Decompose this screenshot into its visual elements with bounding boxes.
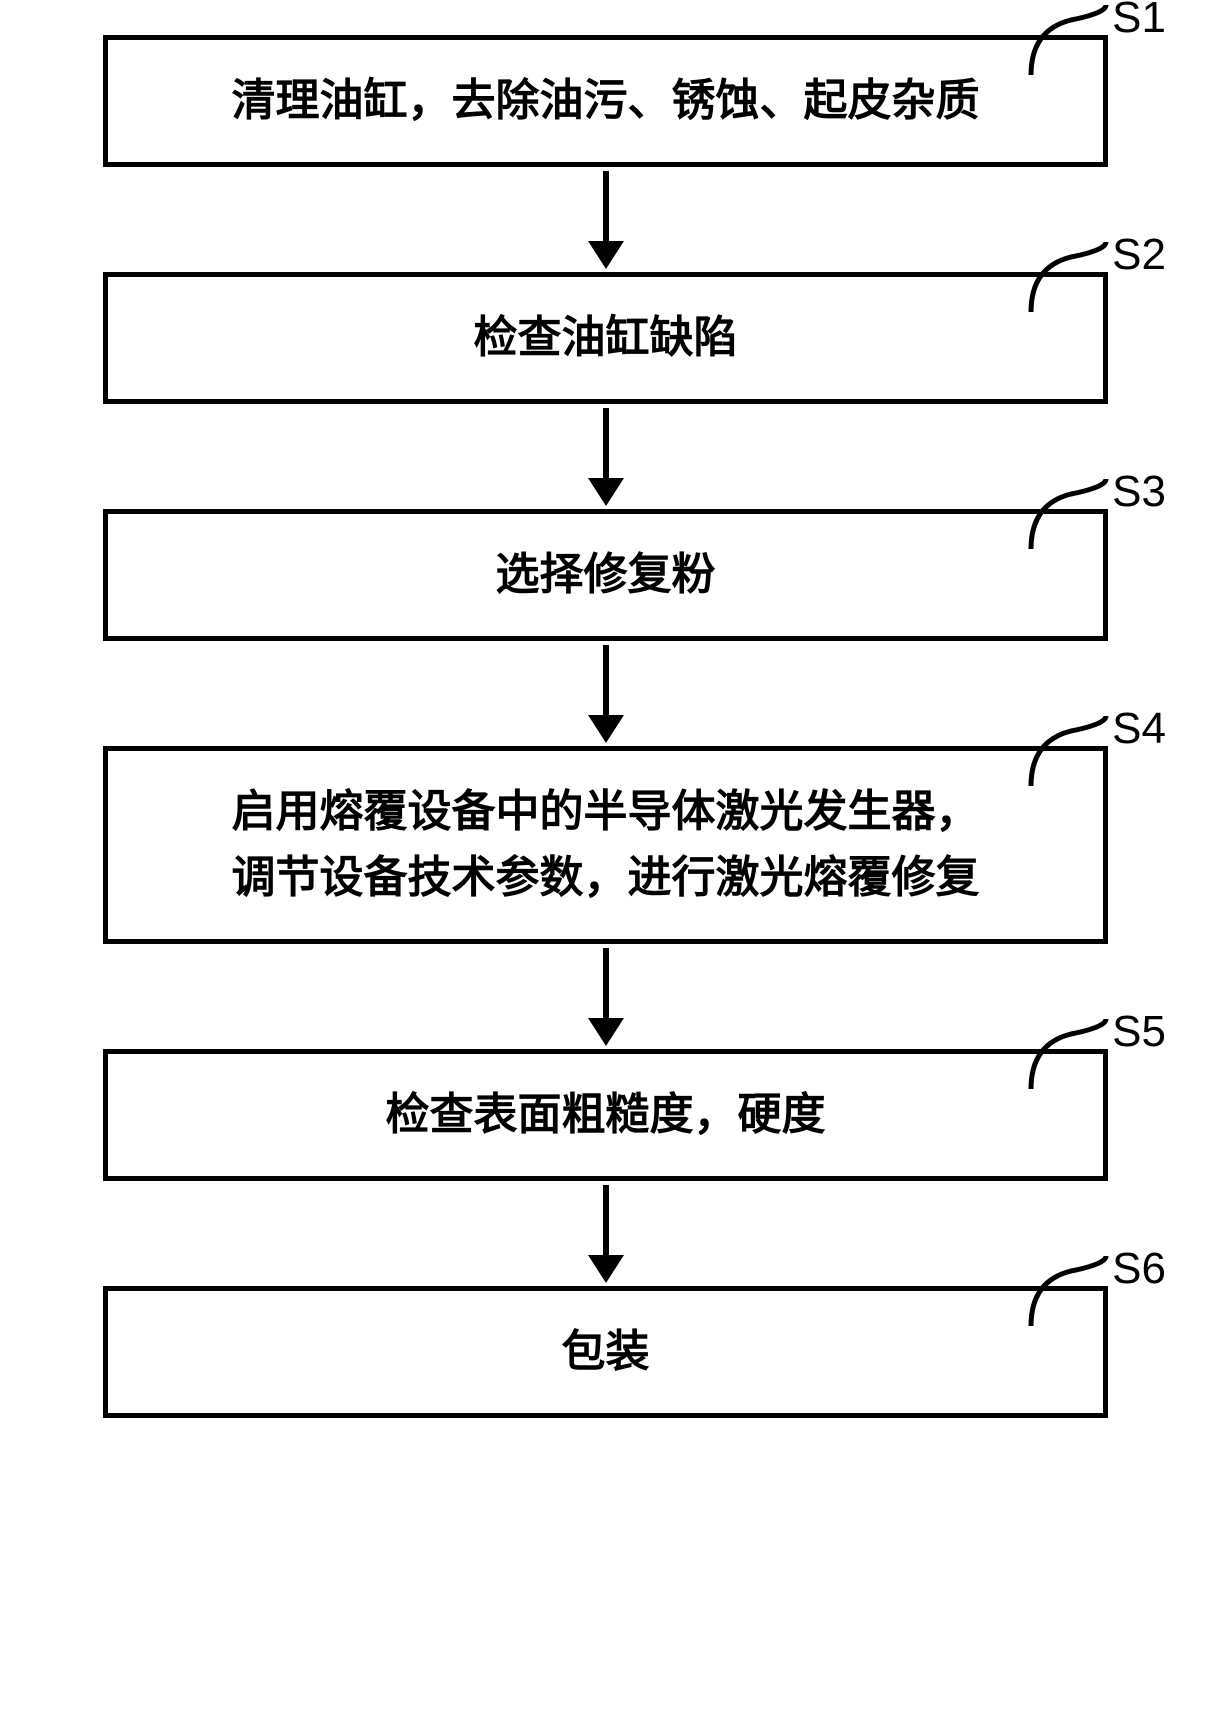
step-box-s1: 清理油缸，去除油污、锈蚀、起皮杂质 (103, 35, 1108, 167)
step-wrapper-s5: S5 检查表面粗糙度，硬度 (45, 1049, 1166, 1181)
step-label-s3: S3 (1112, 467, 1166, 517)
step-text-s2: 检查油缸缺陷 (474, 305, 738, 371)
step-label-s4: S4 (1112, 704, 1166, 754)
arrow-line-icon (603, 1185, 609, 1255)
step-text-s3: 选择修复粉 (496, 542, 716, 608)
arrow-s1-s2 (588, 167, 624, 272)
step-label-s1: S1 (1112, 0, 1166, 43)
step-box-s6: 包装 (103, 1286, 1108, 1418)
arrow-head-icon (588, 478, 624, 506)
step-label-s2: S2 (1112, 230, 1166, 280)
arrow-s4-s5 (588, 944, 624, 1049)
bracket-icon (1026, 242, 1116, 317)
arrow-s5-s6 (588, 1181, 624, 1286)
step-text-s6: 包装 (562, 1319, 650, 1385)
step-box-s2: 检查油缸缺陷 (103, 272, 1108, 404)
bracket-icon (1026, 5, 1116, 80)
arrow-s2-s3 (588, 404, 624, 509)
step-wrapper-s2: S2 检查油缸缺陷 (45, 272, 1166, 404)
arrow-head-icon (588, 241, 624, 269)
arrow-line-icon (603, 408, 609, 478)
step-wrapper-s6: S6 包装 (45, 1286, 1166, 1418)
bracket-icon (1026, 479, 1116, 554)
flowchart-container: S1 清理油缸，去除油污、锈蚀、起皮杂质 S2 检查油缸缺陷 S3 选择修复粉 (45, 35, 1166, 1418)
bracket-icon (1026, 716, 1116, 791)
step-label-s5: S5 (1112, 1007, 1166, 1057)
arrow-line-icon (603, 948, 609, 1018)
arrow-s3-s4 (588, 641, 624, 746)
bracket-icon (1026, 1019, 1116, 1094)
step-box-s5: 检查表面粗糙度，硬度 (103, 1049, 1108, 1181)
step-text-s1: 清理油缸，去除油污、锈蚀、起皮杂质 (232, 68, 980, 134)
step-text-s5: 检查表面粗糙度，硬度 (386, 1082, 826, 1148)
arrow-head-icon (588, 1018, 624, 1046)
step-wrapper-s3: S3 选择修复粉 (45, 509, 1166, 641)
arrow-line-icon (603, 645, 609, 715)
arrow-line-icon (603, 171, 609, 241)
arrow-head-icon (588, 1255, 624, 1283)
step-box-s3: 选择修复粉 (103, 509, 1108, 641)
step-wrapper-s1: S1 清理油缸，去除油污、锈蚀、起皮杂质 (45, 35, 1166, 167)
step-label-s6: S6 (1112, 1244, 1166, 1294)
step-wrapper-s4: S4 启用熔覆设备中的半导体激光发生器， 调节设备技术参数，进行激光熔覆修复 (45, 746, 1166, 944)
bracket-icon (1026, 1256, 1116, 1331)
arrow-head-icon (588, 715, 624, 743)
step-text-s4: 启用熔覆设备中的半导体激光发生器， 调节设备技术参数，进行激光熔覆修复 (232, 779, 980, 911)
step-box-s4: 启用熔覆设备中的半导体激光发生器， 调节设备技术参数，进行激光熔覆修复 (103, 746, 1108, 944)
